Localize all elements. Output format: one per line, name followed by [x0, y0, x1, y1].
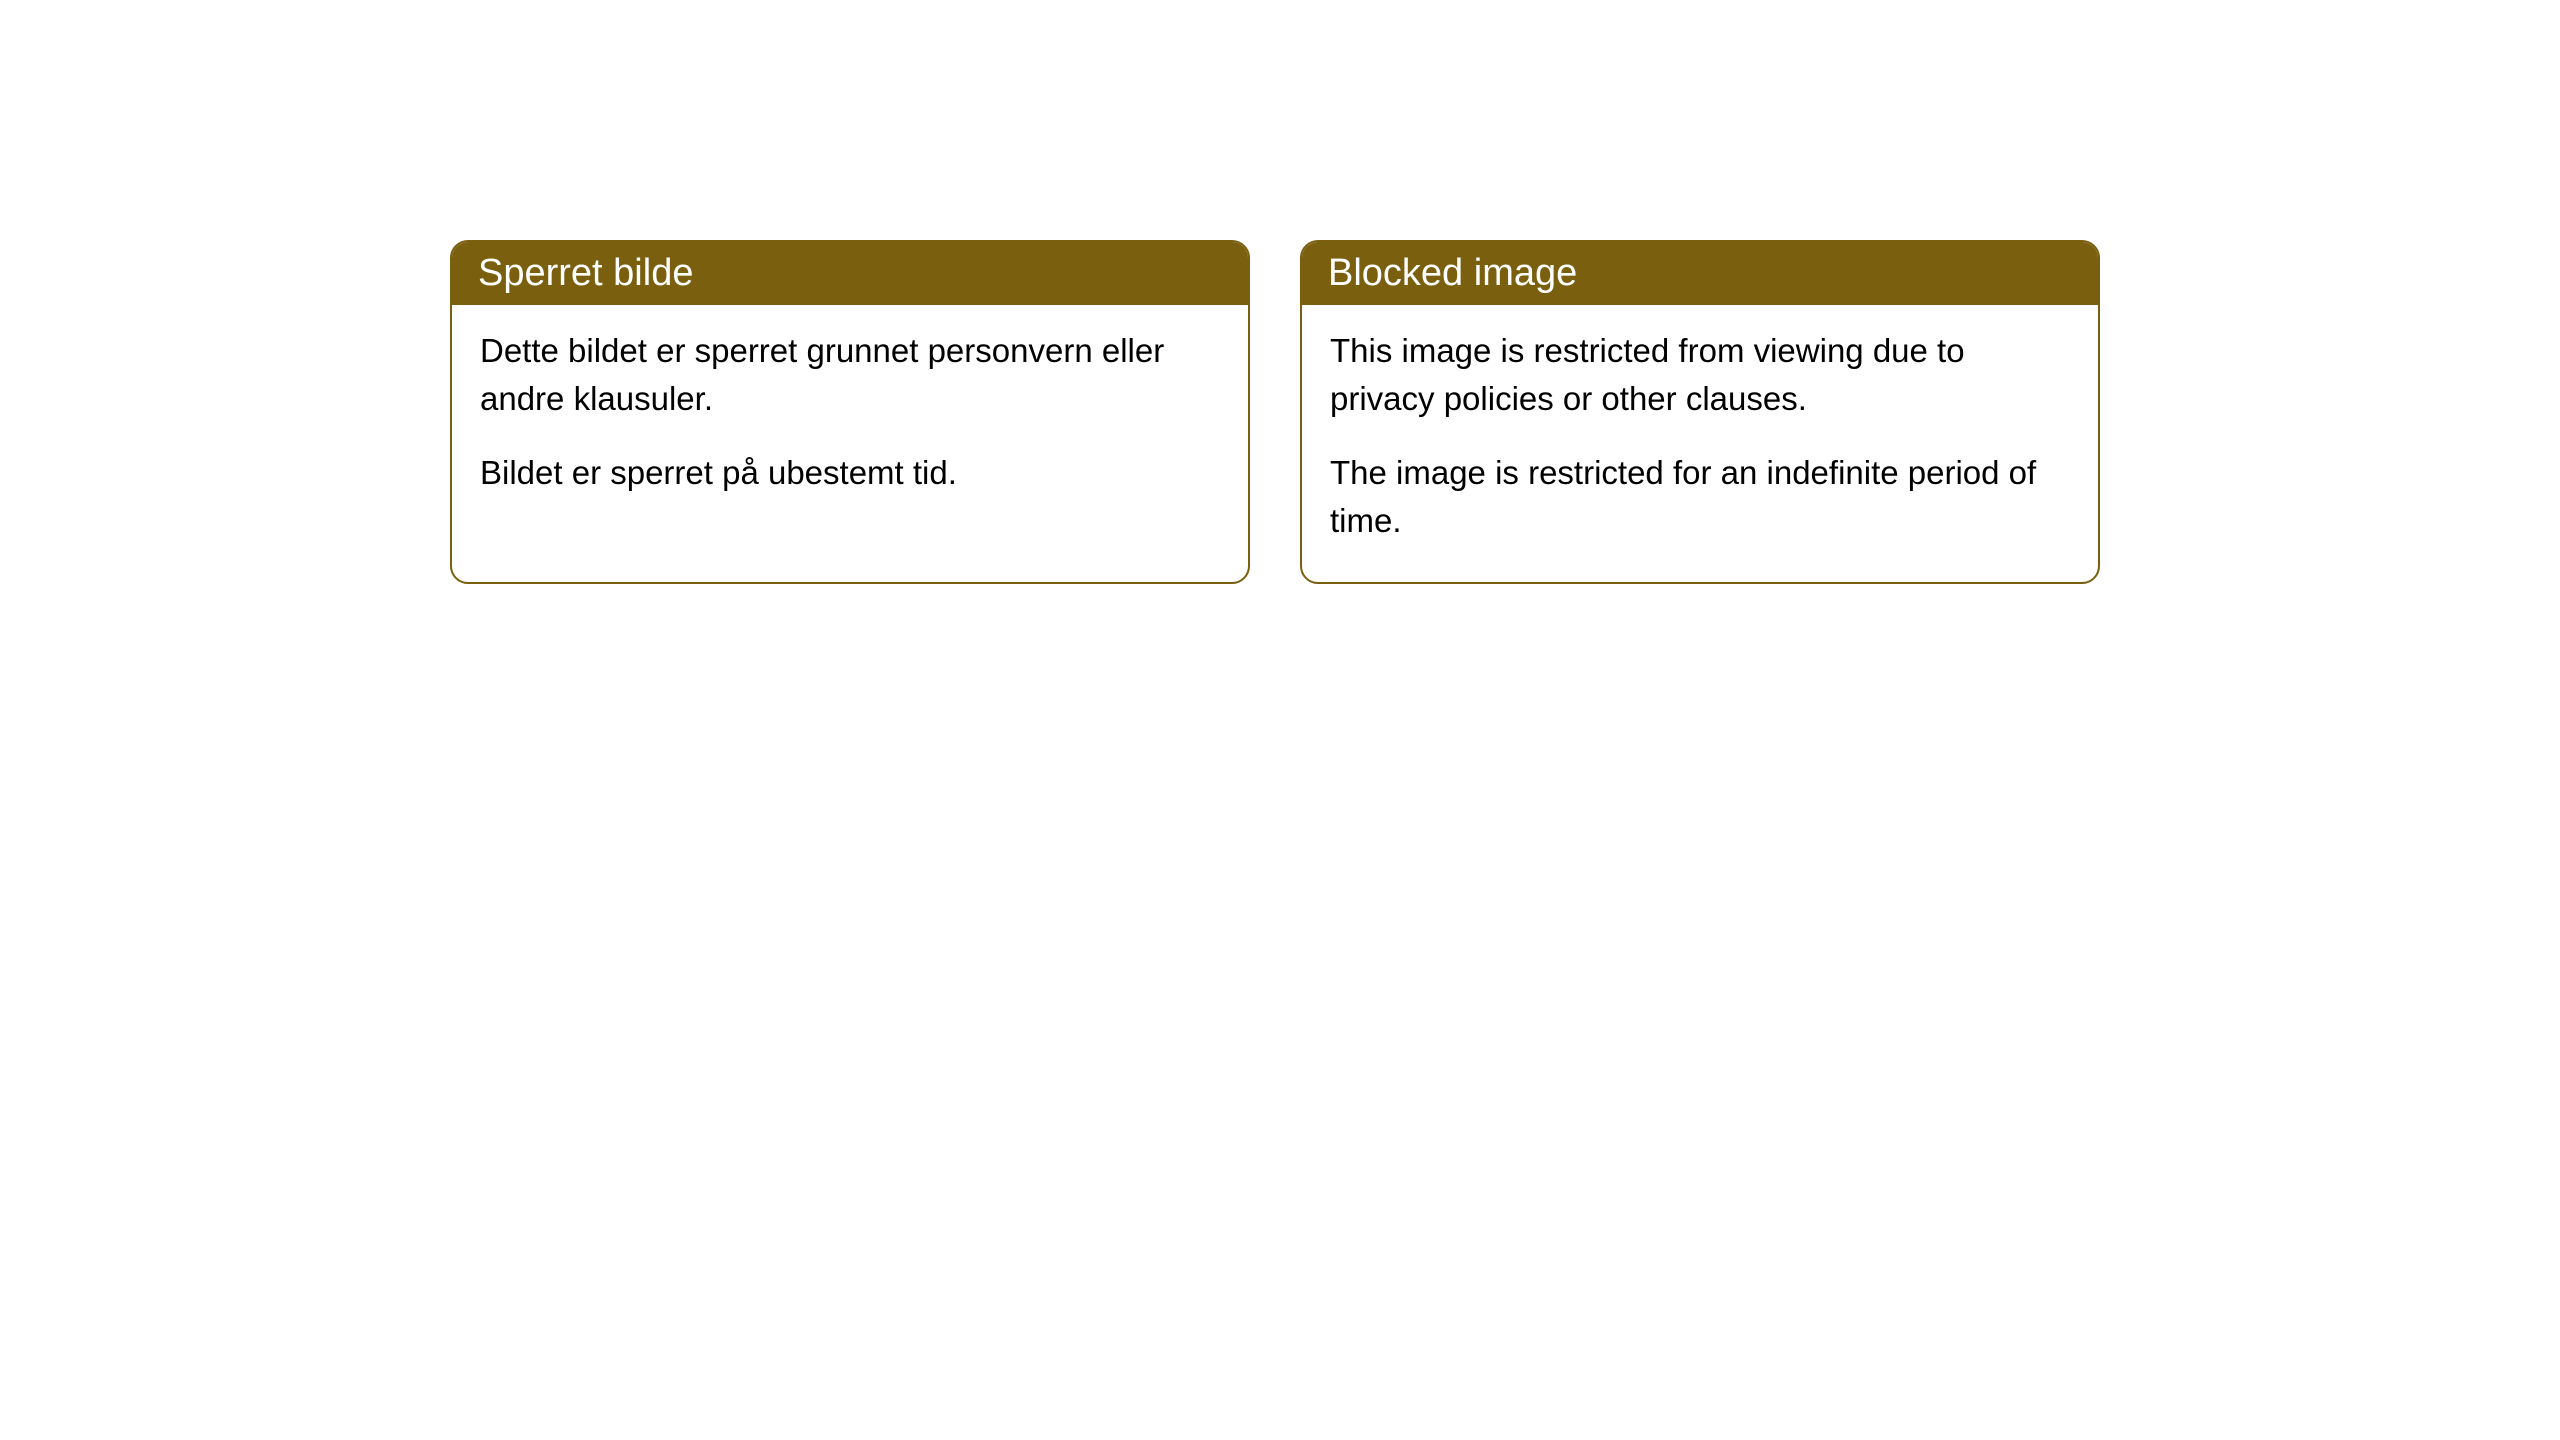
card-paragraph: The image is restricted for an indefinit… [1330, 449, 2070, 545]
notice-cards-container: Sperret bilde Dette bildet er sperret gr… [0, 0, 2560, 584]
card-body-en: This image is restricted from viewing du… [1302, 305, 2098, 582]
card-paragraph: Bildet er sperret på ubestemt tid. [480, 449, 1220, 497]
blocked-image-card-no: Sperret bilde Dette bildet er sperret gr… [450, 240, 1250, 584]
card-header-en: Blocked image [1302, 242, 2098, 305]
card-paragraph: This image is restricted from viewing du… [1330, 327, 2070, 423]
card-paragraph: Dette bildet er sperret grunnet personve… [480, 327, 1220, 423]
blocked-image-card-en: Blocked image This image is restricted f… [1300, 240, 2100, 584]
card-body-no: Dette bildet er sperret grunnet personve… [452, 305, 1248, 535]
card-header-no: Sperret bilde [452, 242, 1248, 305]
